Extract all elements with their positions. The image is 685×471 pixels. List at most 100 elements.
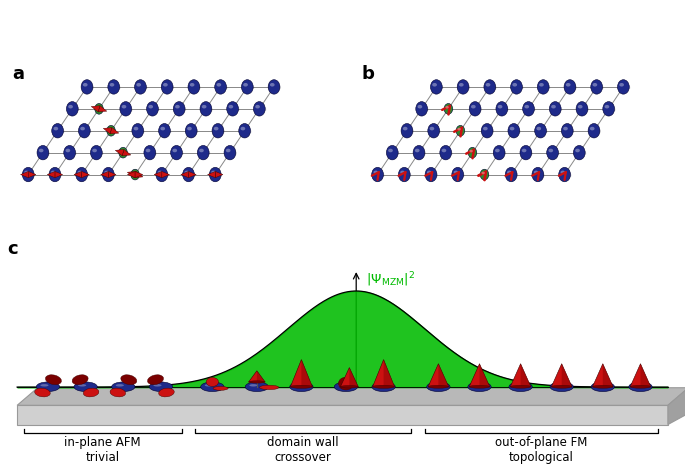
Ellipse shape <box>186 123 197 138</box>
Ellipse shape <box>66 106 79 113</box>
Ellipse shape <box>376 384 384 387</box>
Ellipse shape <box>110 83 114 87</box>
Ellipse shape <box>469 385 490 388</box>
Ellipse shape <box>95 104 103 114</box>
Ellipse shape <box>472 384 480 387</box>
Polygon shape <box>28 171 36 178</box>
Ellipse shape <box>510 80 523 94</box>
Ellipse shape <box>79 123 90 138</box>
Ellipse shape <box>68 105 73 108</box>
Ellipse shape <box>52 128 64 135</box>
Ellipse shape <box>132 171 136 174</box>
Polygon shape <box>479 364 490 387</box>
Ellipse shape <box>453 171 458 174</box>
Ellipse shape <box>199 149 204 152</box>
Ellipse shape <box>401 128 414 135</box>
Ellipse shape <box>214 80 227 94</box>
Ellipse shape <box>480 169 488 180</box>
Ellipse shape <box>53 127 58 130</box>
Ellipse shape <box>156 171 169 179</box>
Ellipse shape <box>245 382 269 391</box>
Ellipse shape <box>96 106 99 109</box>
Ellipse shape <box>159 123 171 138</box>
Ellipse shape <box>496 106 509 113</box>
Ellipse shape <box>459 83 464 87</box>
Ellipse shape <box>84 388 99 397</box>
Ellipse shape <box>226 149 231 152</box>
Ellipse shape <box>116 384 124 387</box>
Ellipse shape <box>429 127 434 130</box>
Polygon shape <box>188 171 196 178</box>
Ellipse shape <box>224 150 237 157</box>
Ellipse shape <box>513 384 521 387</box>
Ellipse shape <box>334 382 358 391</box>
Ellipse shape <box>630 385 651 388</box>
Ellipse shape <box>522 149 527 152</box>
Ellipse shape <box>400 171 405 174</box>
Polygon shape <box>101 171 108 178</box>
Ellipse shape <box>159 388 174 397</box>
Polygon shape <box>257 371 265 382</box>
Ellipse shape <box>440 150 453 157</box>
Ellipse shape <box>131 172 140 178</box>
Polygon shape <box>47 171 55 178</box>
Ellipse shape <box>482 128 494 135</box>
Ellipse shape <box>103 167 114 182</box>
Ellipse shape <box>212 128 225 135</box>
Ellipse shape <box>595 384 603 387</box>
Ellipse shape <box>559 171 572 179</box>
Polygon shape <box>438 364 449 387</box>
Ellipse shape <box>590 80 603 94</box>
Ellipse shape <box>153 384 162 387</box>
Ellipse shape <box>486 83 490 87</box>
Ellipse shape <box>161 80 173 94</box>
Ellipse shape <box>564 80 576 94</box>
Ellipse shape <box>243 83 248 87</box>
Ellipse shape <box>549 149 553 152</box>
Polygon shape <box>510 364 531 387</box>
Ellipse shape <box>617 84 630 91</box>
Ellipse shape <box>200 102 212 116</box>
Ellipse shape <box>249 384 258 387</box>
Ellipse shape <box>108 128 112 130</box>
Polygon shape <box>127 171 136 178</box>
Ellipse shape <box>444 104 453 114</box>
Ellipse shape <box>81 80 93 94</box>
Ellipse shape <box>457 80 469 94</box>
Ellipse shape <box>373 385 395 388</box>
Ellipse shape <box>147 106 160 113</box>
Ellipse shape <box>107 125 115 136</box>
Ellipse shape <box>509 382 532 391</box>
Ellipse shape <box>480 172 490 178</box>
Ellipse shape <box>413 146 425 160</box>
Ellipse shape <box>214 84 227 91</box>
Ellipse shape <box>39 149 44 152</box>
Ellipse shape <box>340 386 358 388</box>
Ellipse shape <box>427 382 450 391</box>
Ellipse shape <box>134 80 147 94</box>
Text: out-of-plane FM
topological: out-of-plane FM topological <box>495 436 587 464</box>
Ellipse shape <box>74 382 97 391</box>
Polygon shape <box>115 149 124 156</box>
Ellipse shape <box>471 105 475 108</box>
Ellipse shape <box>132 128 145 135</box>
Ellipse shape <box>493 146 505 160</box>
Ellipse shape <box>173 102 185 116</box>
Polygon shape <box>551 364 572 387</box>
Polygon shape <box>134 171 143 178</box>
Ellipse shape <box>136 83 141 87</box>
Polygon shape <box>640 364 651 387</box>
Polygon shape <box>82 171 89 178</box>
Ellipse shape <box>469 102 481 116</box>
Text: b: b <box>362 65 375 83</box>
Ellipse shape <box>432 83 437 87</box>
Ellipse shape <box>49 171 62 179</box>
Ellipse shape <box>51 171 55 174</box>
Ellipse shape <box>603 102 614 116</box>
Ellipse shape <box>633 384 641 387</box>
Ellipse shape <box>268 84 281 91</box>
Ellipse shape <box>603 106 616 113</box>
Ellipse shape <box>224 146 236 160</box>
Ellipse shape <box>576 102 588 116</box>
Ellipse shape <box>399 167 410 182</box>
